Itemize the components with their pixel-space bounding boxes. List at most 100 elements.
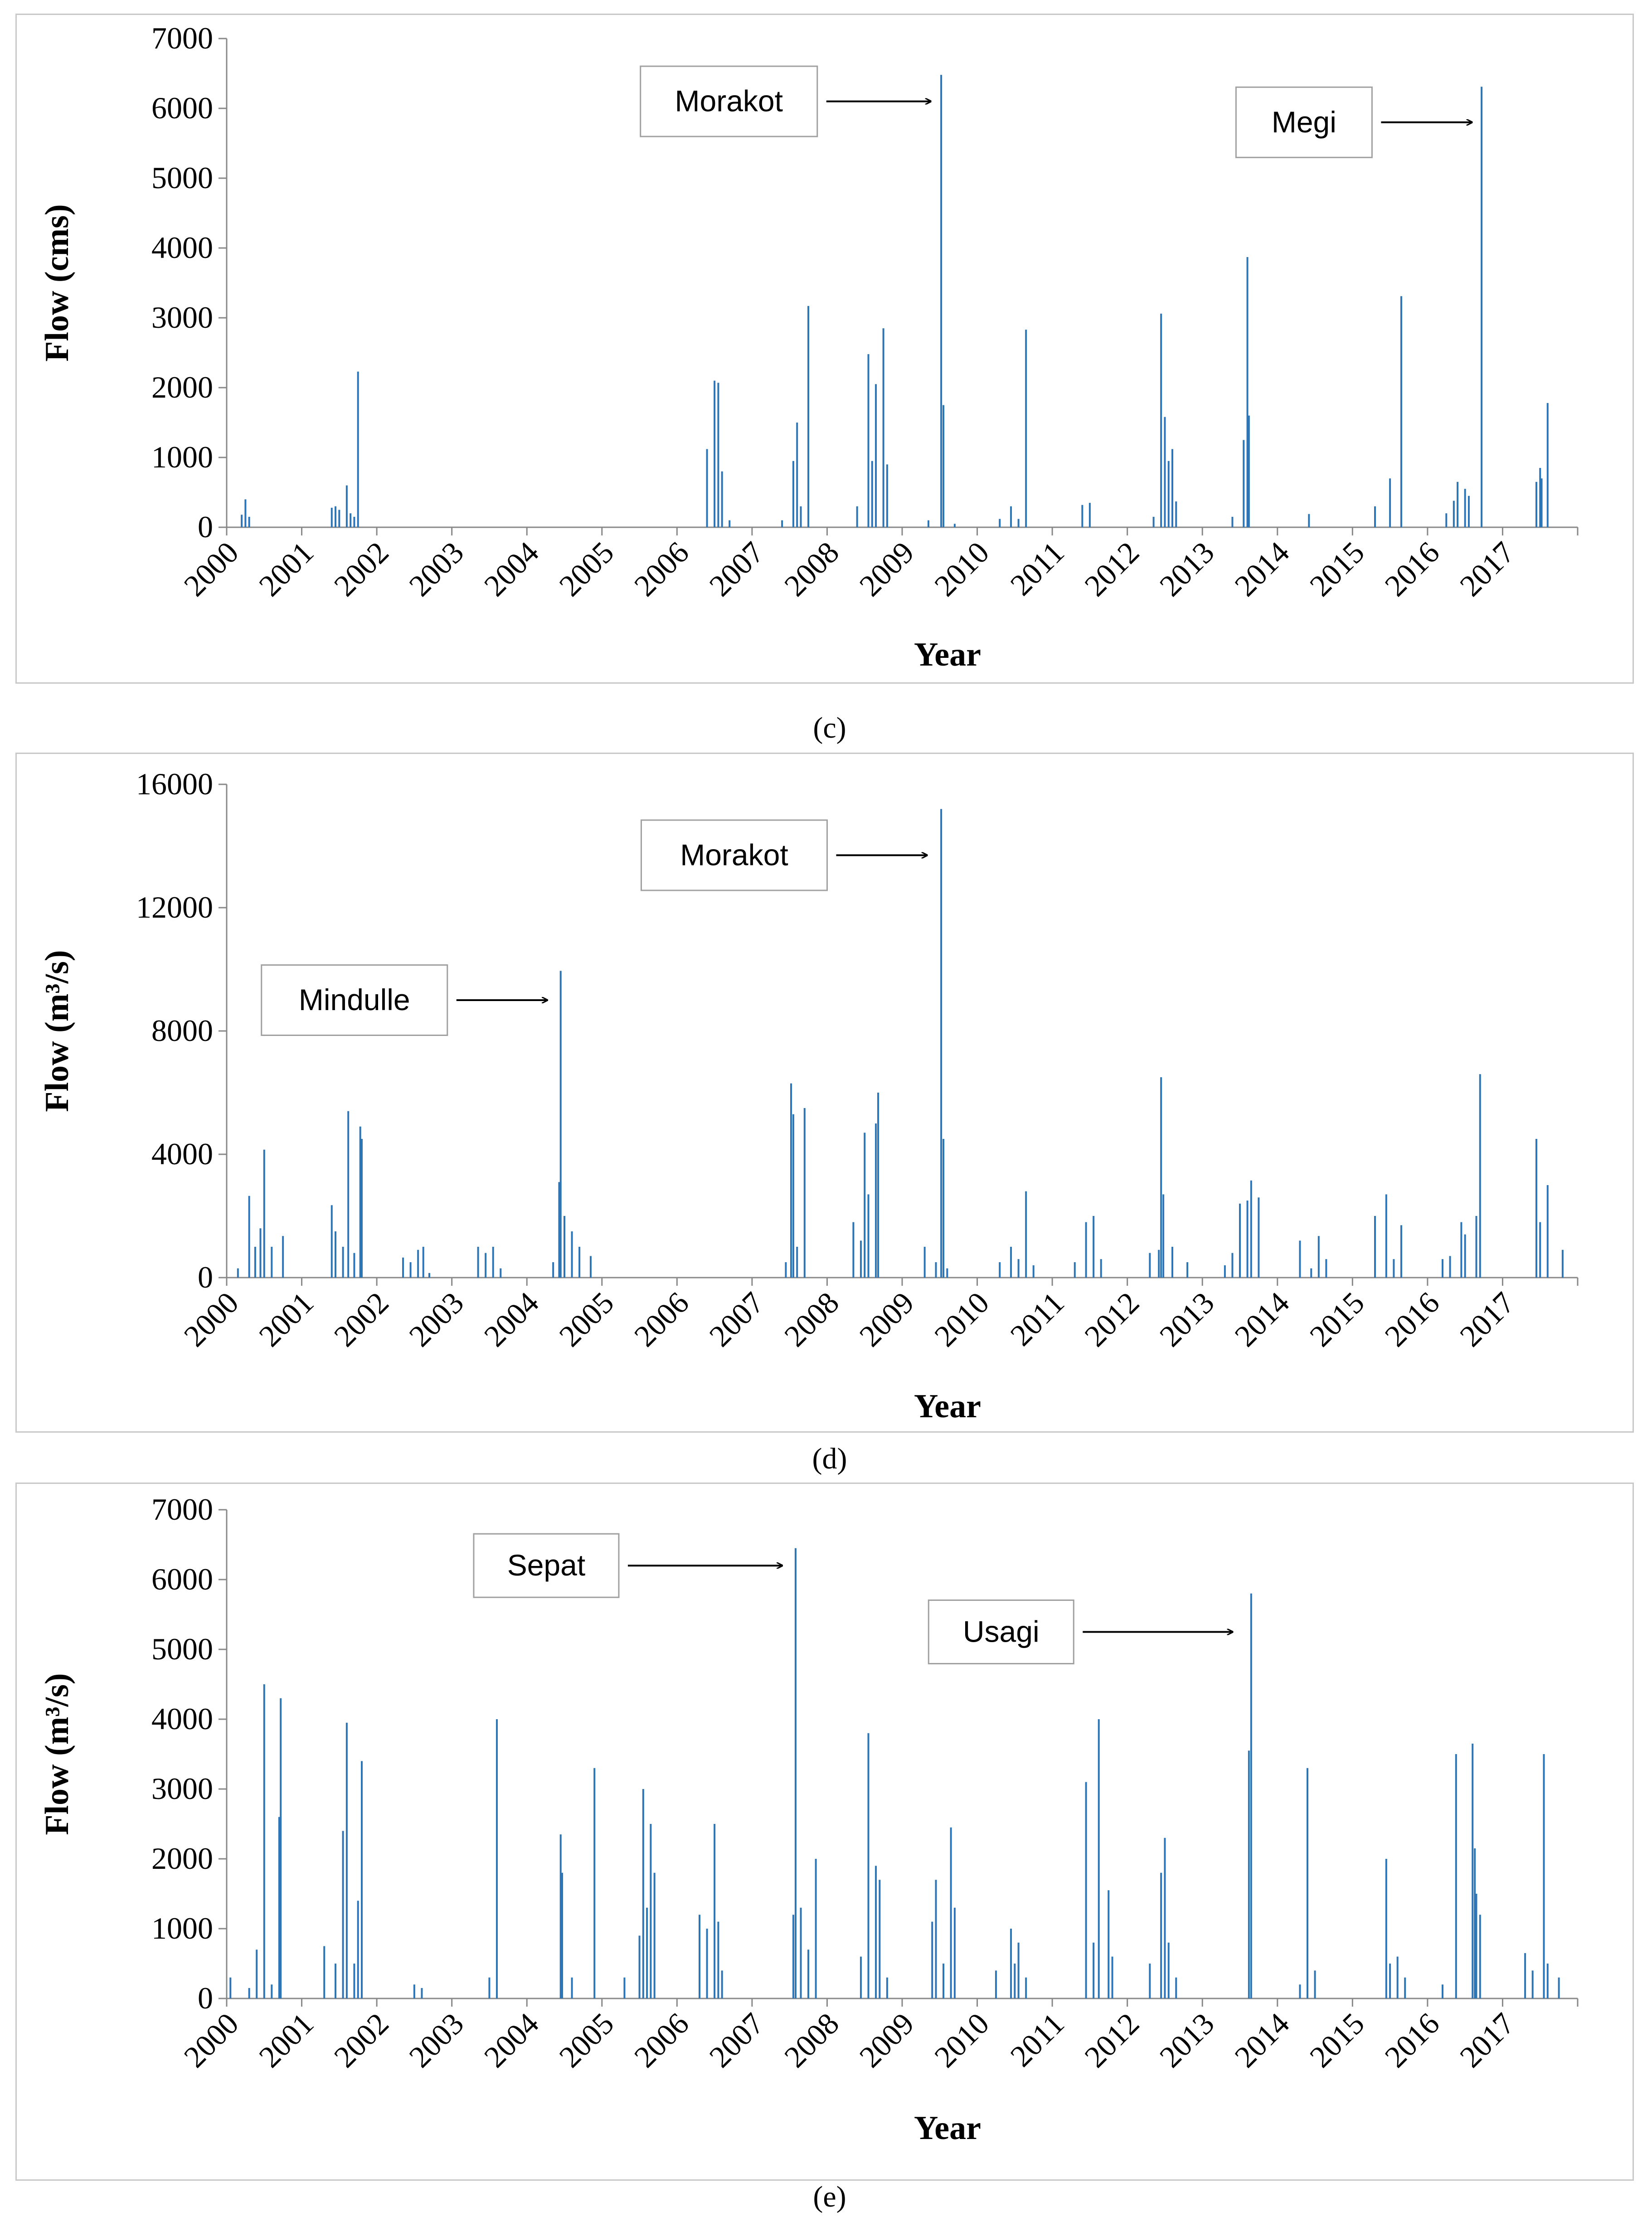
annotation-box <box>928 1600 1074 1664</box>
chart-frame-e <box>15 1483 1634 2181</box>
x-tick-label: 2017 <box>1453 535 1521 603</box>
x-tick-label: 2000 <box>177 535 245 603</box>
y-tick-label: 6000 <box>151 1562 213 1596</box>
annotation-label: Morakot <box>680 838 788 871</box>
x-tick-label: 2012 <box>1078 535 1146 603</box>
y-tick-label: 0 <box>198 1260 213 1294</box>
x-tick-label: 2014 <box>1228 1285 1296 1353</box>
y-tick-label: 1000 <box>151 440 213 474</box>
x-tick-label: 2001 <box>252 2006 320 2074</box>
x-tick-label: 2009 <box>853 1285 921 1353</box>
y-tick-label: 1000 <box>151 1911 213 1945</box>
x-tick-label: 2010 <box>928 1285 996 1353</box>
x-tick-label: 2015 <box>1303 1285 1371 1353</box>
x-tick-label: 2013 <box>1153 2006 1221 2074</box>
x-tick-label: 2015 <box>1303 535 1371 603</box>
y-tick-label: 16000 <box>136 767 213 801</box>
x-tick-label: 2012 <box>1078 1285 1146 1353</box>
x-tick-label: 2007 <box>703 2006 771 2074</box>
x-tick-label: 2007 <box>703 1285 771 1353</box>
annotation-label: Morakot <box>675 84 783 118</box>
x-tick-label: 2000 <box>177 1285 245 1353</box>
y-tick-label: 0 <box>198 510 213 544</box>
y-axis-title: Flow (m³/s) <box>39 950 76 1112</box>
annotation-box <box>473 1533 620 1598</box>
y-tick-label: 3000 <box>151 300 213 335</box>
y-tick-label: 4000 <box>151 230 213 265</box>
x-tick-label: 2011 <box>1004 1285 1071 1352</box>
x-tick-label: 2010 <box>928 2006 996 2074</box>
x-tick-label: 2006 <box>627 2006 695 2074</box>
panel-label-e: (e) <box>813 2180 846 2213</box>
annotation-label: Mindulle <box>299 983 410 1016</box>
y-tick-label: 5000 <box>151 1632 213 1666</box>
x-tick-label: 2001 <box>252 1285 320 1353</box>
panel-label-d: (d) <box>812 1442 847 1475</box>
x-tick-label: 2006 <box>627 1285 695 1353</box>
y-tick-label: 12000 <box>136 890 213 924</box>
annotation-label: Sepat <box>507 1548 585 1582</box>
x-tick-label: 2000 <box>177 2006 245 2074</box>
y-tick-label: 4000 <box>151 1137 213 1171</box>
annotation-label: Megi <box>1272 105 1336 139</box>
y-tick-label: 3000 <box>151 1771 213 1806</box>
x-tick-label: 2003 <box>402 535 470 603</box>
x-tick-label: 2013 <box>1153 535 1221 603</box>
y-tick-label: 5000 <box>151 160 213 195</box>
x-tick-label: 2012 <box>1078 2006 1146 2074</box>
x-tick-label: 2009 <box>853 535 921 603</box>
x-tick-label: 2005 <box>552 535 620 603</box>
x-tick-label: 2010 <box>928 535 996 603</box>
annotation-label: Usagi <box>963 1615 1040 1648</box>
x-axis-title: Year <box>914 1388 981 1425</box>
x-tick-label: 2002 <box>327 2006 395 2074</box>
annotation-box <box>261 964 448 1036</box>
y-tick-label: 4000 <box>151 1702 213 1736</box>
x-tick-label: 2004 <box>477 1285 545 1353</box>
x-tick-label: 2017 <box>1453 2006 1521 2074</box>
x-tick-label: 2008 <box>777 1285 845 1353</box>
y-axis-title: Flow (cms) <box>39 204 76 361</box>
y-tick-label: 7000 <box>151 21 213 55</box>
annotation-box <box>640 819 828 891</box>
x-tick-label: 2009 <box>853 2006 921 2074</box>
x-axis-title: Year <box>914 636 981 673</box>
x-axis-title: Year <box>914 2110 981 2147</box>
x-tick-label: 2016 <box>1378 535 1446 603</box>
x-tick-label: 2005 <box>552 2006 620 2074</box>
x-tick-label: 2004 <box>477 535 545 603</box>
y-tick-label: 6000 <box>151 91 213 125</box>
y-tick-label: 0 <box>198 1981 213 2015</box>
x-tick-label: 2014 <box>1228 535 1296 603</box>
x-tick-label: 2002 <box>327 535 395 603</box>
y-tick-label: 8000 <box>151 1013 213 1048</box>
x-tick-label: 2003 <box>402 2006 470 2074</box>
x-tick-label: 2005 <box>552 1285 620 1353</box>
x-tick-label: 2002 <box>327 1285 395 1353</box>
y-tick-label: 2000 <box>151 370 213 404</box>
x-tick-label: 2001 <box>252 535 320 603</box>
x-tick-label: 2006 <box>627 535 695 603</box>
y-axis-title: Flow (m³/s) <box>39 1673 76 1835</box>
x-tick-label: 2008 <box>777 2006 845 2074</box>
x-tick-label: 2008 <box>777 535 845 603</box>
panel-label-c: (c) <box>813 711 846 744</box>
x-tick-label: 2016 <box>1378 1285 1446 1353</box>
y-tick-label: 7000 <box>151 1492 213 1527</box>
x-tick-label: 2017 <box>1453 1285 1521 1353</box>
x-tick-label: 2007 <box>703 535 771 603</box>
x-tick-label: 2011 <box>1004 2006 1071 2073</box>
y-tick-label: 2000 <box>151 1841 213 1876</box>
x-tick-label: 2003 <box>402 1285 470 1353</box>
annotation-box <box>1235 86 1373 158</box>
annotation-box <box>640 65 818 137</box>
x-tick-label: 2016 <box>1378 2006 1446 2074</box>
x-tick-label: 2013 <box>1153 1285 1221 1353</box>
x-tick-label: 2015 <box>1303 2006 1371 2074</box>
x-tick-label: 2011 <box>1004 535 1071 602</box>
x-tick-label: 2004 <box>477 2006 545 2074</box>
